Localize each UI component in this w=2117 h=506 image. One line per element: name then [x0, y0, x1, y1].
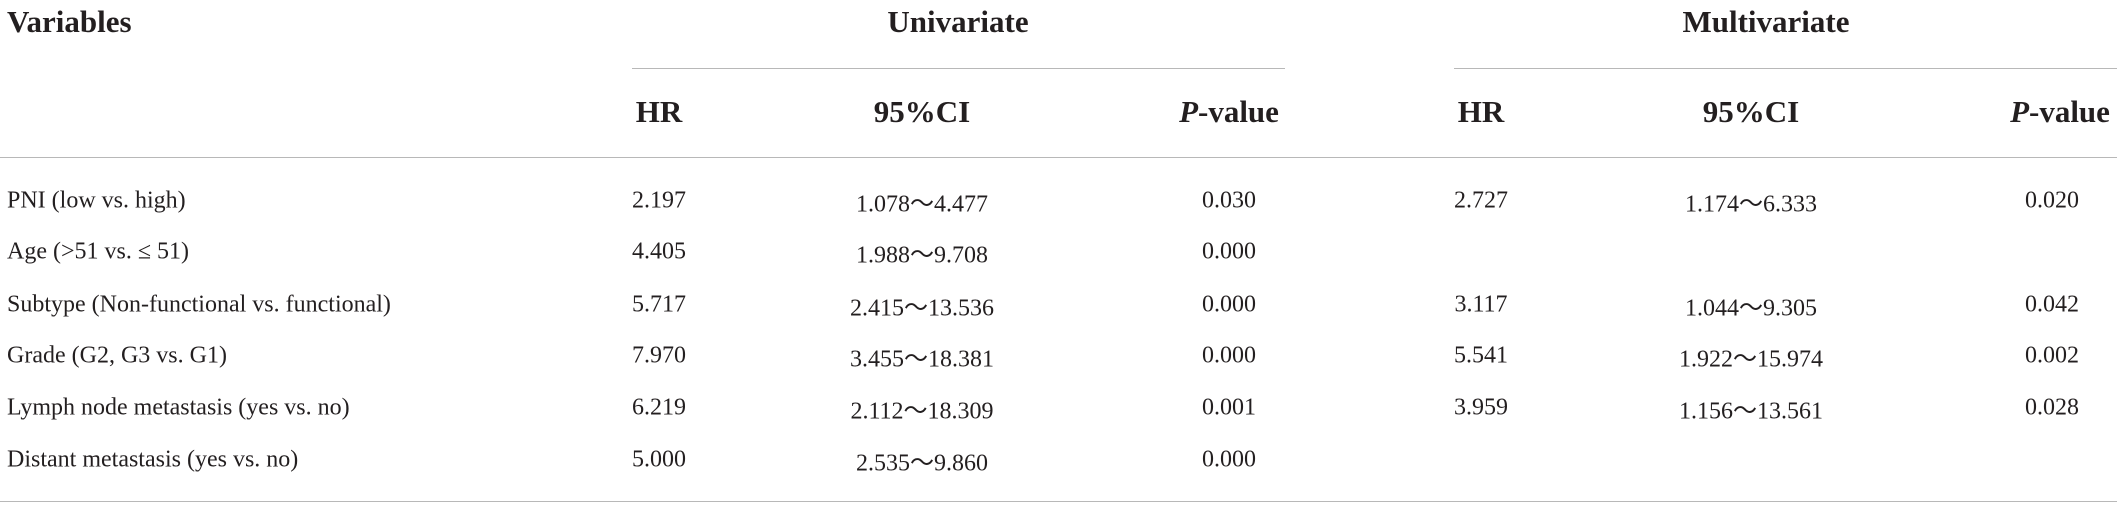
- cell: 0.000: [1202, 342, 1256, 369]
- cell: 5.717: [632, 291, 686, 318]
- group-header: Univariate: [887, 4, 1029, 39]
- cell: 0.002: [2025, 342, 2079, 369]
- cell: 0.001: [1202, 394, 1256, 421]
- cell: 3.959: [1454, 394, 1508, 421]
- cell: 3.455～18.381: [850, 346, 994, 373]
- cell: 1.078～4.477: [856, 191, 988, 218]
- p-value-label: P-value: [1179, 94, 1279, 129]
- cell: 7.970: [632, 342, 686, 369]
- cell: 2.535～9.860: [856, 450, 988, 477]
- cell: 0.042: [2025, 291, 2079, 318]
- cell: 1.044～9.305: [1685, 295, 1817, 322]
- row-label: Grade (G2, G3 vs. G1): [7, 342, 227, 369]
- cell: 1.922～15.974: [1679, 346, 1823, 373]
- cell: 1.174～6.333: [1685, 191, 1817, 218]
- cell: 0.020: [2025, 187, 2079, 214]
- row-label: Age (>51 vs. ≤ 51): [7, 238, 190, 265]
- cell: 5.541: [1454, 342, 1508, 369]
- cell: 1.156～13.561: [1679, 398, 1823, 425]
- cell: 5.000: [632, 446, 686, 473]
- cell: 1.988～9.708: [856, 242, 988, 269]
- column-header: HR: [1457, 94, 1505, 129]
- bottom-rule: [0, 501, 2117, 502]
- column-header: P-value: [2010, 94, 2110, 130]
- group-rule: [632, 68, 1285, 69]
- column-header: 95%CI: [873, 94, 971, 129]
- header-variables: Variables: [7, 4, 132, 39]
- cell: 0.000: [1202, 446, 1256, 473]
- group-rule: [1454, 68, 2117, 69]
- cell: 0.000: [1202, 238, 1256, 265]
- cell: 0.000: [1202, 291, 1256, 318]
- cell: 0.030: [1202, 187, 1256, 214]
- row-label: Distant metastasis (yes vs. no): [7, 446, 299, 473]
- cell: 4.405: [632, 238, 686, 265]
- p-value-label: P-value: [2010, 94, 2110, 129]
- column-header: HR: [635, 94, 683, 129]
- cell: 6.219: [632, 394, 686, 421]
- row-label: Lymph node metastasis (yes vs. no): [7, 394, 350, 421]
- header-rule: [0, 157, 2117, 158]
- cell: 0.028: [2025, 394, 2079, 421]
- column-header: P-value: [1179, 94, 1279, 130]
- row-label: Subtype (Non-functional vs. functional): [7, 291, 391, 318]
- column-header: 95%CI: [1702, 94, 1800, 129]
- cell: 2.727: [1454, 187, 1508, 214]
- cell: 2.112～18.309: [850, 398, 994, 425]
- cell: 2.415～13.536: [850, 295, 994, 322]
- cell: 3.117: [1454, 291, 1508, 318]
- cell: 2.197: [632, 187, 686, 214]
- group-header: Multivariate: [1682, 4, 1850, 39]
- row-label: PNI (low vs. high): [7, 187, 186, 214]
